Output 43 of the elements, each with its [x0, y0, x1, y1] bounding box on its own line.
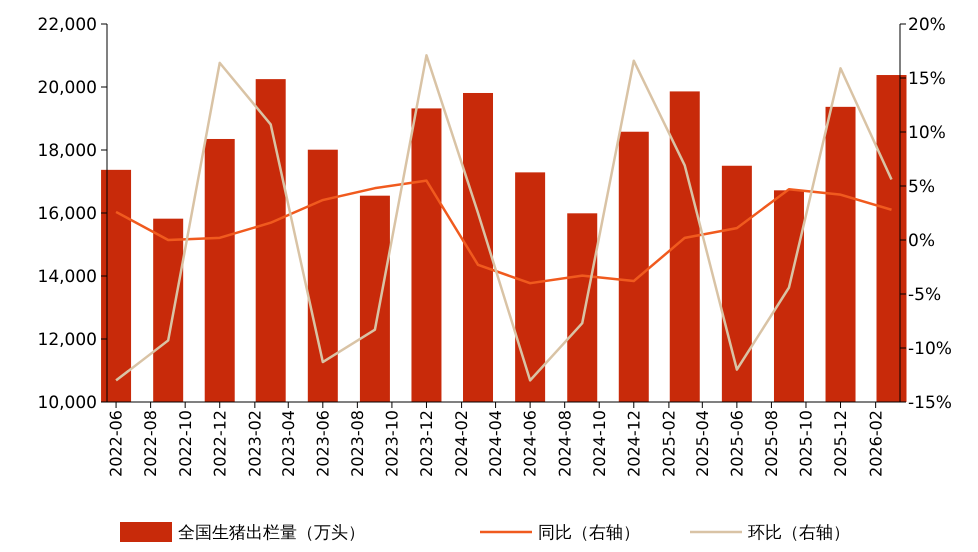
x-tick-label: 2024-08: [555, 410, 574, 477]
y-tick-label: 12,000: [38, 330, 97, 350]
x-tick-label: 2024-10: [590, 410, 609, 477]
y2-tick-label: -5%: [908, 284, 942, 305]
x-tick-label: 2022-08: [141, 410, 160, 477]
x-tick-label: 2024-02: [452, 410, 472, 477]
y-tick-label: 14,000: [38, 266, 97, 287]
y2-tick-label: 0%: [908, 230, 935, 251]
x-tick-label: 2023-06: [313, 410, 332, 477]
x-tick-label: 2022-06: [106, 410, 126, 477]
y-tick-label: 18,000: [38, 140, 97, 161]
y-tick-label: 10,000: [38, 392, 97, 413]
y-tick-label: 20,000: [38, 78, 97, 98]
line-series: [114, 179, 893, 284]
x-tick-label: 2023-12: [417, 410, 436, 477]
x-tick-label: 2022-10: [176, 410, 195, 477]
x-tick-label: 2025-06: [727, 410, 746, 477]
x-tick-label: 2023-08: [348, 410, 367, 477]
x-tick-label: 2025-10: [796, 410, 816, 477]
x-tick-label: 2024-04: [486, 410, 506, 477]
legend-label: 同比（右轴）: [538, 522, 640, 543]
x-tick-label: 2025-04: [692, 410, 712, 477]
x-tick-label: 2025-12: [831, 410, 850, 477]
y2-tick-label: 20%: [908, 14, 946, 35]
y2-tick-label: -15%: [908, 392, 952, 413]
x-tick-label: 2024-12: [624, 410, 644, 477]
y2-tick-label: 5%: [908, 176, 935, 197]
x-tick-label: 2026-02: [866, 410, 886, 477]
x-tick-label: 2023-10: [382, 410, 402, 477]
y2-tick-label: 15%: [908, 68, 946, 89]
line-series: [114, 54, 893, 382]
legend-label: 环比（右轴）: [748, 522, 850, 543]
x-tick-label: 2023-02: [245, 410, 264, 477]
y-tick-label: 16,000: [38, 204, 97, 224]
x-tick-label: 2022-12: [210, 410, 230, 477]
y2-tick-label: 10%: [908, 122, 946, 143]
x-tick-label: 2024-06: [520, 410, 540, 477]
y2-tick-label: -10%: [908, 338, 952, 359]
x-tick-label: 2023-04: [278, 410, 298, 477]
legend-label: 全国生猪出栏量（万头）: [178, 522, 365, 543]
x-tick-label: 2025-02: [659, 410, 678, 477]
x-tick-label: 2025-08: [762, 410, 782, 477]
y-tick-label: 22,000: [38, 14, 97, 35]
